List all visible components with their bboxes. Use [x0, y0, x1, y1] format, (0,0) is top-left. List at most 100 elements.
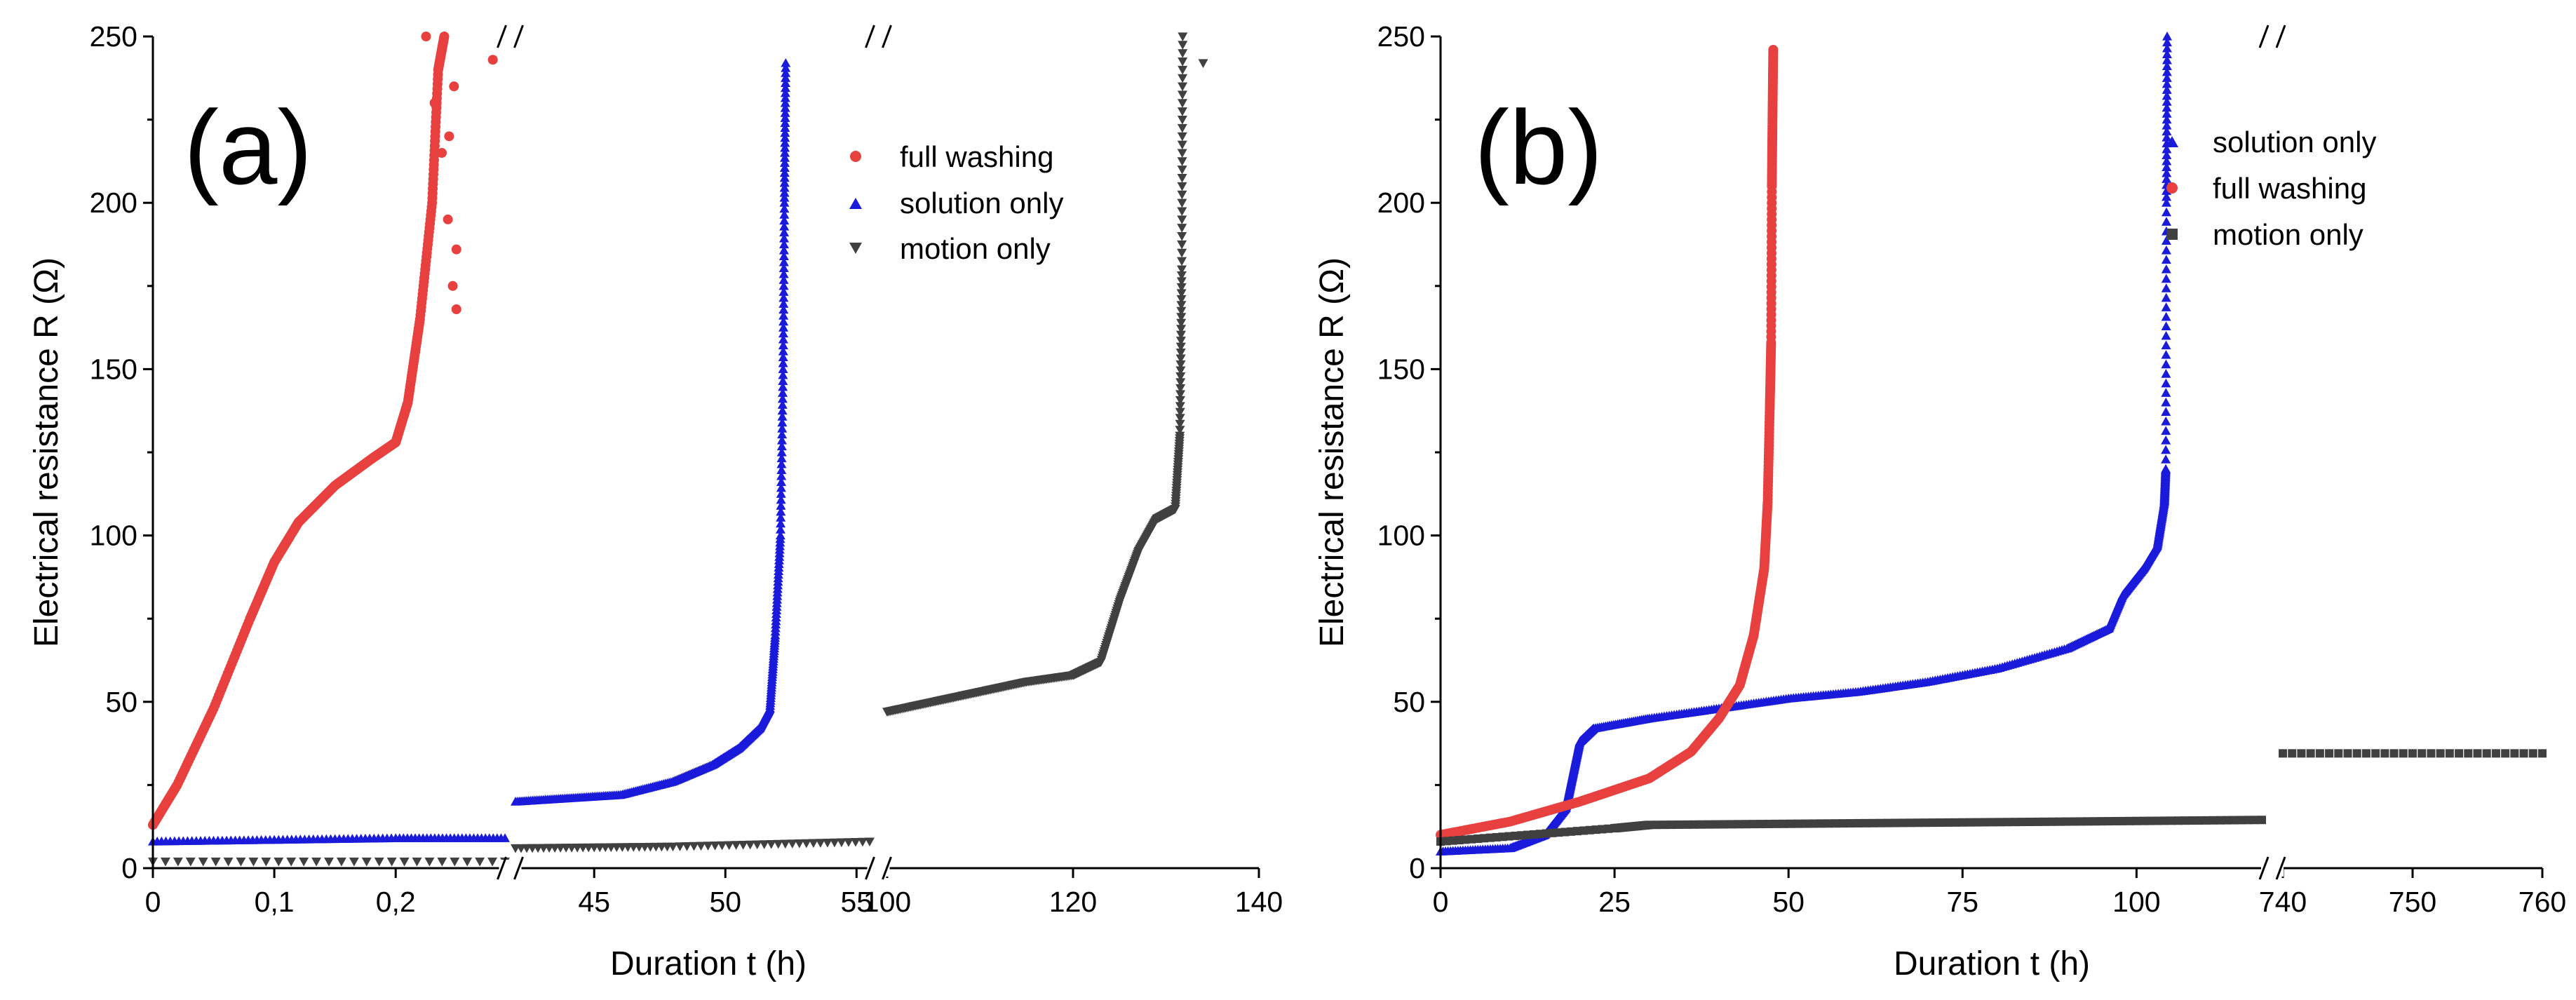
data-point [2162, 109, 2172, 118]
panel-a-legend-label-2: solution only [900, 187, 1063, 219]
data-point [779, 210, 790, 219]
data-point [752, 840, 762, 850]
axis-break-mark [2258, 25, 2270, 48]
data-point [2325, 749, 2334, 758]
axis-break-mark [497, 856, 507, 880]
data-point [2315, 749, 2324, 758]
data-point [349, 857, 359, 867]
panel-b-legend-item-1: solution only [2166, 126, 2376, 158]
panel-b-x-axis-title: Duration t (h) [1894, 945, 2090, 982]
data-point [2209, 816, 2218, 825]
data-point [780, 148, 790, 157]
data-point [1690, 820, 1699, 829]
data-point [1177, 123, 1187, 133]
data-point [2538, 749, 2547, 758]
data-point [778, 299, 789, 308]
legend-marker-triangle-up [2166, 136, 2178, 147]
data-point [248, 857, 259, 867]
data-point [500, 833, 510, 842]
data-point [2162, 67, 2172, 76]
data-point [1846, 819, 1855, 828]
data-point [1177, 149, 1187, 158]
data-point [2040, 817, 2049, 826]
data-point [1772, 819, 1781, 828]
data-point [1175, 360, 1186, 370]
y-tick-label: 0 [1409, 852, 1425, 884]
data-point [2161, 264, 2171, 273]
data-point [1175, 396, 1185, 405]
data-point [779, 177, 790, 187]
x-tick-label: 100 [863, 886, 911, 918]
data-point [2104, 817, 2113, 826]
data-point [2146, 816, 2155, 825]
data-point [675, 842, 685, 851]
data-point [1175, 426, 1185, 435]
legend-marker-triangle-down [849, 243, 862, 254]
x-tick-label: 75 [1946, 886, 1978, 918]
data-point [2162, 191, 2172, 201]
data-point [779, 215, 790, 225]
data-point [778, 323, 789, 332]
data-point [399, 857, 410, 867]
data-point [1175, 378, 1186, 388]
data-point [336, 857, 346, 867]
data-point [1175, 390, 1186, 399]
data-point [703, 842, 713, 851]
data-point [2380, 749, 2389, 758]
legend-marker-circle [850, 151, 861, 162]
data-point [776, 506, 786, 516]
data-point [779, 187, 790, 197]
x-tick-label: 0 [145, 886, 161, 918]
data-point [776, 494, 786, 504]
data-point [1741, 820, 1751, 829]
data-point [1175, 366, 1186, 376]
data-point [1861, 818, 1870, 827]
data-point [2161, 273, 2171, 283]
data-point [1973, 818, 1982, 827]
x-tick-label: 760 [2518, 886, 2566, 918]
data-point [2162, 150, 2172, 160]
data-point [1906, 818, 1915, 827]
data-point [2445, 749, 2454, 758]
data-point [778, 263, 789, 272]
series-full-washing [148, 32, 498, 830]
panel-a-y-ticks: 0 50 100 150 200 250 [90, 20, 153, 884]
data-point [2161, 321, 2171, 331]
panel-a-legend-label-3: motion only [900, 232, 1051, 265]
data-point [429, 97, 440, 108]
panel-b-legend: solution only full washing motion only [2166, 126, 2376, 251]
data-point [779, 193, 790, 202]
data-point [2090, 817, 2099, 826]
data-point [776, 441, 787, 451]
data-point [1175, 342, 1186, 352]
data-point [778, 269, 789, 278]
data-point [449, 81, 459, 92]
data-point [1175, 349, 1186, 358]
data-point [780, 123, 790, 133]
data-point [2173, 816, 2183, 825]
data-point [1175, 431, 1185, 441]
data-point [2251, 816, 2260, 825]
data-point [1764, 819, 1773, 828]
data-point [2473, 749, 2482, 758]
data-point [487, 55, 498, 65]
data-point [1198, 59, 1208, 68]
axis-break-mark [2275, 25, 2286, 48]
data-point [2161, 255, 2171, 264]
data-point [2162, 174, 2172, 183]
data-point [780, 839, 790, 849]
panel-b-legend-item-3: motion only [2166, 218, 2363, 251]
data-point [447, 281, 458, 291]
data-point [710, 842, 720, 851]
data-point [778, 251, 789, 261]
data-point [2297, 749, 2306, 758]
data-point [451, 244, 461, 255]
data-point [778, 287, 789, 296]
data-point [1734, 820, 1744, 829]
data-point [2510, 749, 2519, 758]
data-point [1177, 157, 1187, 166]
data-point [374, 857, 384, 867]
axis-break-mark [513, 25, 524, 48]
data-point [780, 118, 790, 127]
data-point [717, 841, 727, 851]
